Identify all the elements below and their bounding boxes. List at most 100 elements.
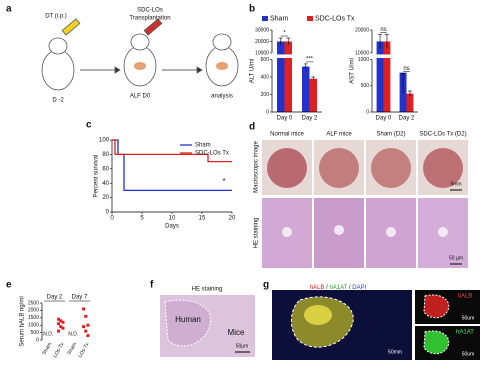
channel: hALB	[310, 285, 325, 291]
region-label: Mice	[228, 328, 245, 337]
data-point	[84, 329, 88, 333]
y-axis-label: AST U/ml	[350, 58, 356, 84]
scale-label: 50 µm	[449, 255, 463, 261]
label: ALF D0	[130, 94, 151, 100]
legend-label: SDC-LOs Tx	[315, 15, 355, 22]
group-label: Day 7	[72, 295, 88, 301]
separator: /	[324, 285, 329, 291]
y-tick-label: 80	[102, 152, 109, 158]
column-header: Normal mice	[270, 132, 304, 138]
y-tick-label: 60	[102, 166, 109, 172]
x-tick-label: Day 0	[277, 116, 293, 122]
image-g	[272, 290, 480, 360]
scale-label: 5mm	[450, 181, 461, 187]
y-tick-label: 20	[102, 195, 109, 201]
channel: hA1AT	[329, 285, 347, 291]
significance: ns	[380, 27, 386, 33]
label: D -2	[52, 98, 64, 104]
signal	[304, 305, 332, 325]
scale-label: 50mm	[388, 349, 402, 355]
liver	[267, 148, 307, 188]
panel-label: c	[86, 120, 92, 131]
data-point	[86, 334, 90, 338]
bar	[284, 41, 292, 113]
value-label: N.D.	[68, 331, 78, 337]
bar	[309, 78, 317, 112]
group-label: Day 2	[47, 295, 63, 301]
panel-label: f	[150, 280, 154, 291]
axis-break	[268, 54, 322, 59]
row-label: HE staining	[254, 218, 260, 249]
panel-label: e	[6, 280, 12, 291]
data-point	[82, 325, 86, 329]
separator: /	[347, 285, 352, 291]
mouse-head	[212, 33, 232, 51]
bar	[302, 66, 310, 112]
y-tick-label: 1500	[28, 315, 39, 321]
y-tick-label: 400	[261, 74, 270, 80]
image-f	[160, 295, 255, 357]
vessel	[386, 227, 396, 237]
value-label: N.D.	[43, 331, 53, 337]
survival-line	[112, 139, 232, 163]
vessel	[282, 227, 292, 237]
signal	[423, 330, 450, 355]
x-tick-label: Day 2	[399, 116, 415, 122]
y-tick-label: 20000	[355, 27, 369, 33]
scale-label: 50µm	[236, 343, 249, 349]
significance: ns	[403, 66, 409, 72]
panel-label: b	[249, 4, 255, 15]
vessel	[438, 227, 448, 237]
region-label: Human	[175, 315, 201, 324]
image-d	[262, 140, 468, 268]
y-tick-label: 40	[102, 181, 109, 187]
organoid	[216, 62, 228, 70]
data-point	[86, 323, 90, 327]
data-point	[84, 314, 88, 318]
bar	[406, 93, 414, 112]
panel-label: g	[263, 280, 269, 291]
label: analysis	[211, 94, 233, 100]
y-tick-label: 10000	[255, 50, 269, 56]
x-tick-label: Sham	[66, 342, 78, 356]
vessel	[334, 225, 344, 235]
x-tick-label: 10	[169, 216, 176, 222]
legend-label: SDC-LOs Tx	[195, 151, 229, 157]
arrow-head	[114, 66, 121, 74]
data-point	[57, 317, 61, 321]
row-label: Macroscopic image	[254, 140, 260, 192]
y-tick-label: 1000	[28, 323, 39, 329]
y-tick-label: 600	[261, 57, 270, 63]
legend-swatch	[262, 16, 268, 21]
data-point	[82, 307, 86, 311]
y-tick-label: 0	[106, 210, 110, 216]
y-tick-label: 0	[266, 109, 269, 115]
channel-label: hALB	[458, 294, 473, 300]
x-tick-label: Sham	[41, 342, 53, 356]
panel-label: d	[249, 122, 255, 133]
column-header: SDC-LOs Tx (D2)	[419, 132, 466, 138]
x-axis-label: Days	[165, 224, 179, 230]
column-header: Sham (D2)	[376, 132, 405, 138]
legend-swatch	[307, 16, 313, 21]
syringe	[143, 18, 163, 36]
y-axis-label: Percent survival	[94, 155, 100, 198]
column-header: ALF mice	[326, 132, 352, 138]
label: DT (i.p.)	[45, 14, 67, 20]
axis-break	[368, 54, 418, 59]
y-axis-label: Serum hALB ng/ml	[20, 296, 26, 346]
y-tick-label: 2000	[28, 308, 39, 314]
bar	[383, 41, 391, 113]
data-point	[61, 320, 65, 324]
y-tick-label: 1000	[358, 57, 369, 63]
bar	[376, 41, 384, 113]
y-tick-label: 500	[361, 83, 370, 89]
y-axis-label: ALT U/ml	[250, 59, 256, 83]
x-tick-label: Day 2	[302, 116, 318, 122]
y-tick-label: 30000	[255, 27, 269, 33]
channel: DAPI	[352, 285, 366, 291]
label: SDC-LOs	[137, 8, 163, 14]
x-tick-label: 20	[229, 216, 236, 222]
x-tick-label: 0	[110, 216, 114, 222]
